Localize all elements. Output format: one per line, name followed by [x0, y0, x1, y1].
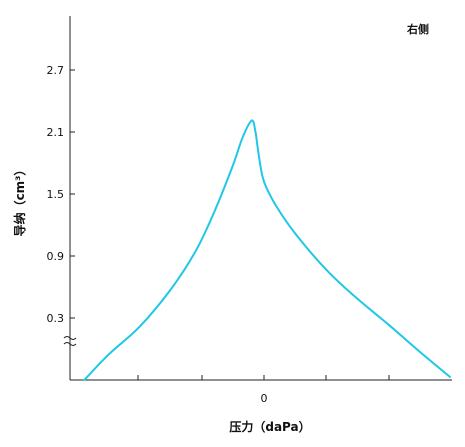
y-tick-label: 2.1	[47, 126, 65, 139]
y-axis-break-mark	[63, 336, 77, 346]
x-ticks: 0	[137, 375, 390, 405]
axis-break-wave-upper	[63, 336, 77, 340]
corner-label: 右侧	[406, 22, 429, 36]
x-tick-label: 0	[261, 392, 268, 405]
y-tick-label: 0.3	[47, 312, 65, 325]
axis-break-wave-lower	[63, 342, 77, 346]
y-tick-label: 2.7	[47, 64, 65, 77]
y-ticks: 0.3 0.9 1.5 2.1 2.7	[47, 64, 75, 325]
y-axis-title: 导纳（cm³）	[12, 164, 27, 237]
y-tick-label: 0.9	[47, 250, 65, 263]
series-line	[83, 119, 451, 381]
y-tick-label: 1.5	[47, 188, 65, 201]
x-axis-title: 压力（daPa）	[229, 419, 310, 434]
